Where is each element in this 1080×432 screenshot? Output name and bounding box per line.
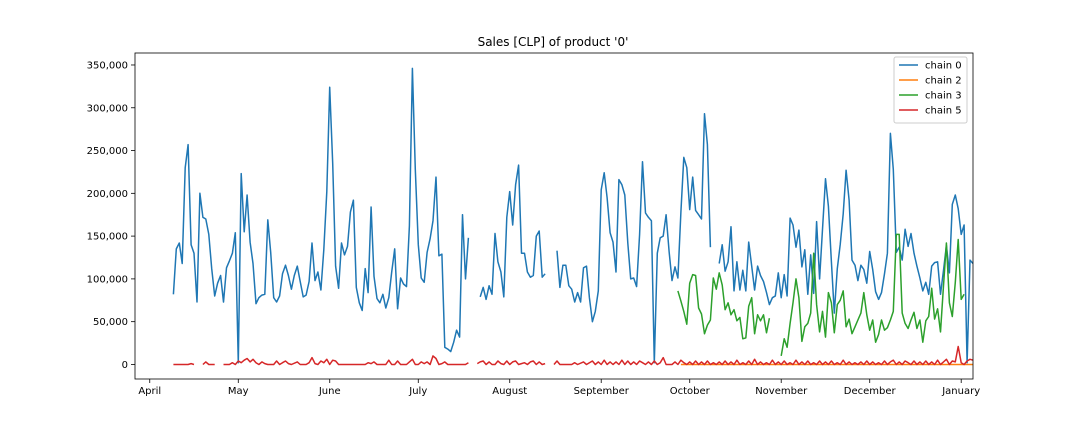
x-tick-label: May [228,386,249,397]
y-tick-label: 150,000 [87,232,128,243]
legend-label: chain 0 [925,61,962,72]
series-layer [172,67,973,366]
y-axis: 0 50,000 100,000 150,000 200,000 250,000 300,0… [87,60,135,371]
x-tick-label: December [844,386,897,397]
chart-title: Sales [CLP] of product '0' [478,35,629,49]
x-tick-label: August [492,386,527,397]
series-line-chain-3 [677,233,965,357]
x-tick-label: January [941,386,980,397]
legend-label: chain 5 [925,106,962,117]
series-line-chain-5 [173,345,973,366]
plot-frame [134,52,974,380]
x-axis: April May June July August September October No… [138,379,980,397]
y-tick-label: 100,000 [87,274,128,285]
plot-area: April May June July August September October No… [87,52,980,397]
x-tick-label: June [318,386,341,397]
y-tick-label: 50,000 [93,317,128,328]
legend-label: chain 2 [925,76,962,87]
x-tick-label: November [755,386,808,397]
x-tick-label: October [670,386,711,397]
y-tick-label: 300,000 [87,103,128,114]
x-tick-label: April [138,386,161,397]
y-tick-label: 350,000 [87,60,128,71]
legend-label: chain 3 [925,91,962,102]
y-tick-label: 0 [122,360,128,371]
x-tick-label: September [574,386,630,397]
legend-box [893,56,968,124]
x-tick-label: July [408,386,427,397]
legend: chain 0 chain 2 chain 3 chain 5 [893,56,968,124]
y-tick-label: 250,000 [87,146,128,157]
y-tick-label: 200,000 [87,189,128,200]
series-line-chain-0 [172,67,973,364]
